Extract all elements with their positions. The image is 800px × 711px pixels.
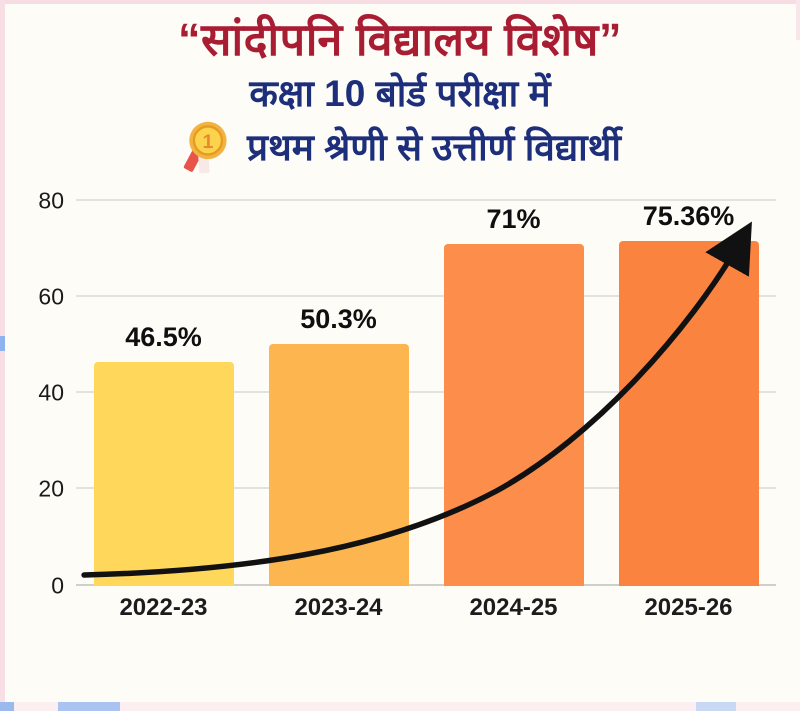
gridline	[76, 198, 776, 201]
header: “सांदीपनि विद्यालय विशेष” कक्षा 10 बोर्ड…	[0, 0, 800, 175]
bar-2022-23	[93, 361, 234, 586]
bar-value-label: 71%	[486, 203, 541, 234]
x-axis-tick-label: 2023-24	[294, 593, 383, 621]
y-axis: 0 20 40 60 80	[18, 187, 76, 598]
x-axis-tick-label: 2024-25	[469, 593, 558, 621]
medal-number-text: 1	[203, 131, 214, 153]
x-axis-tick-label: 2022-23	[119, 593, 208, 621]
bar-value-label: 50.3%	[300, 303, 377, 334]
y-axis-tick-label: 80	[38, 187, 64, 214]
bar-2023-24	[268, 343, 409, 586]
bars-container: 46.5% 50.3% 71% 75.36%	[76, 201, 776, 586]
decorative-dash	[0, 702, 14, 711]
bar-slot: 71%	[426, 201, 601, 586]
bar-chart: 0 20 40 60 80 46.5% 50.3% 71% 75.36% 2022-23 202…	[0, 187, 800, 630]
y-axis-tick-label: 40	[38, 379, 64, 406]
bar-value-label: 46.5%	[125, 321, 202, 352]
medal-icon: 1	[183, 121, 227, 173]
plot-area: 46.5% 50.3% 71% 75.36%	[76, 198, 776, 586]
decorative-edge-right	[796, 0, 800, 40]
subtitle-line-1: कक्षा 10 बोर्ड परीक्षा में	[249, 73, 551, 115]
decorative-dash	[58, 702, 120, 711]
bar-slot: 75.36%	[601, 201, 776, 586]
bar-slot: 46.5%	[76, 201, 251, 586]
bar-value-label: 75.36%	[642, 200, 735, 231]
x-axis: 2022-23 2023-24 2024-25 2025-26	[76, 586, 776, 630]
y-axis-tick-label: 20	[38, 475, 64, 502]
subtitle-line-2: प्रथम श्रेणी से उत्तीर्ण विद्यार्थी	[247, 127, 621, 169]
subtitle-row: 1 प्रथम श्रेणी से उत्तीर्ण विद्यार्थी	[0, 119, 800, 175]
y-axis-tick-label: 0	[51, 572, 64, 599]
bar-2025-26	[618, 240, 759, 586]
decorative-blue-tick	[0, 336, 5, 351]
bar-2024-25	[443, 243, 584, 586]
decorative-edge-top	[0, 0, 800, 4]
decorative-dash	[696, 702, 736, 711]
y-axis-tick-label: 60	[38, 283, 64, 310]
bar-slot: 50.3%	[251, 201, 426, 586]
gridline	[76, 583, 776, 586]
page-title: “सांदीपनि विद्यालय विशेष”	[178, 14, 622, 65]
decorative-edge-left	[0, 0, 5, 711]
decorative-edge-bottom	[0, 702, 800, 711]
x-axis-tick-label: 2025-26	[644, 593, 733, 621]
